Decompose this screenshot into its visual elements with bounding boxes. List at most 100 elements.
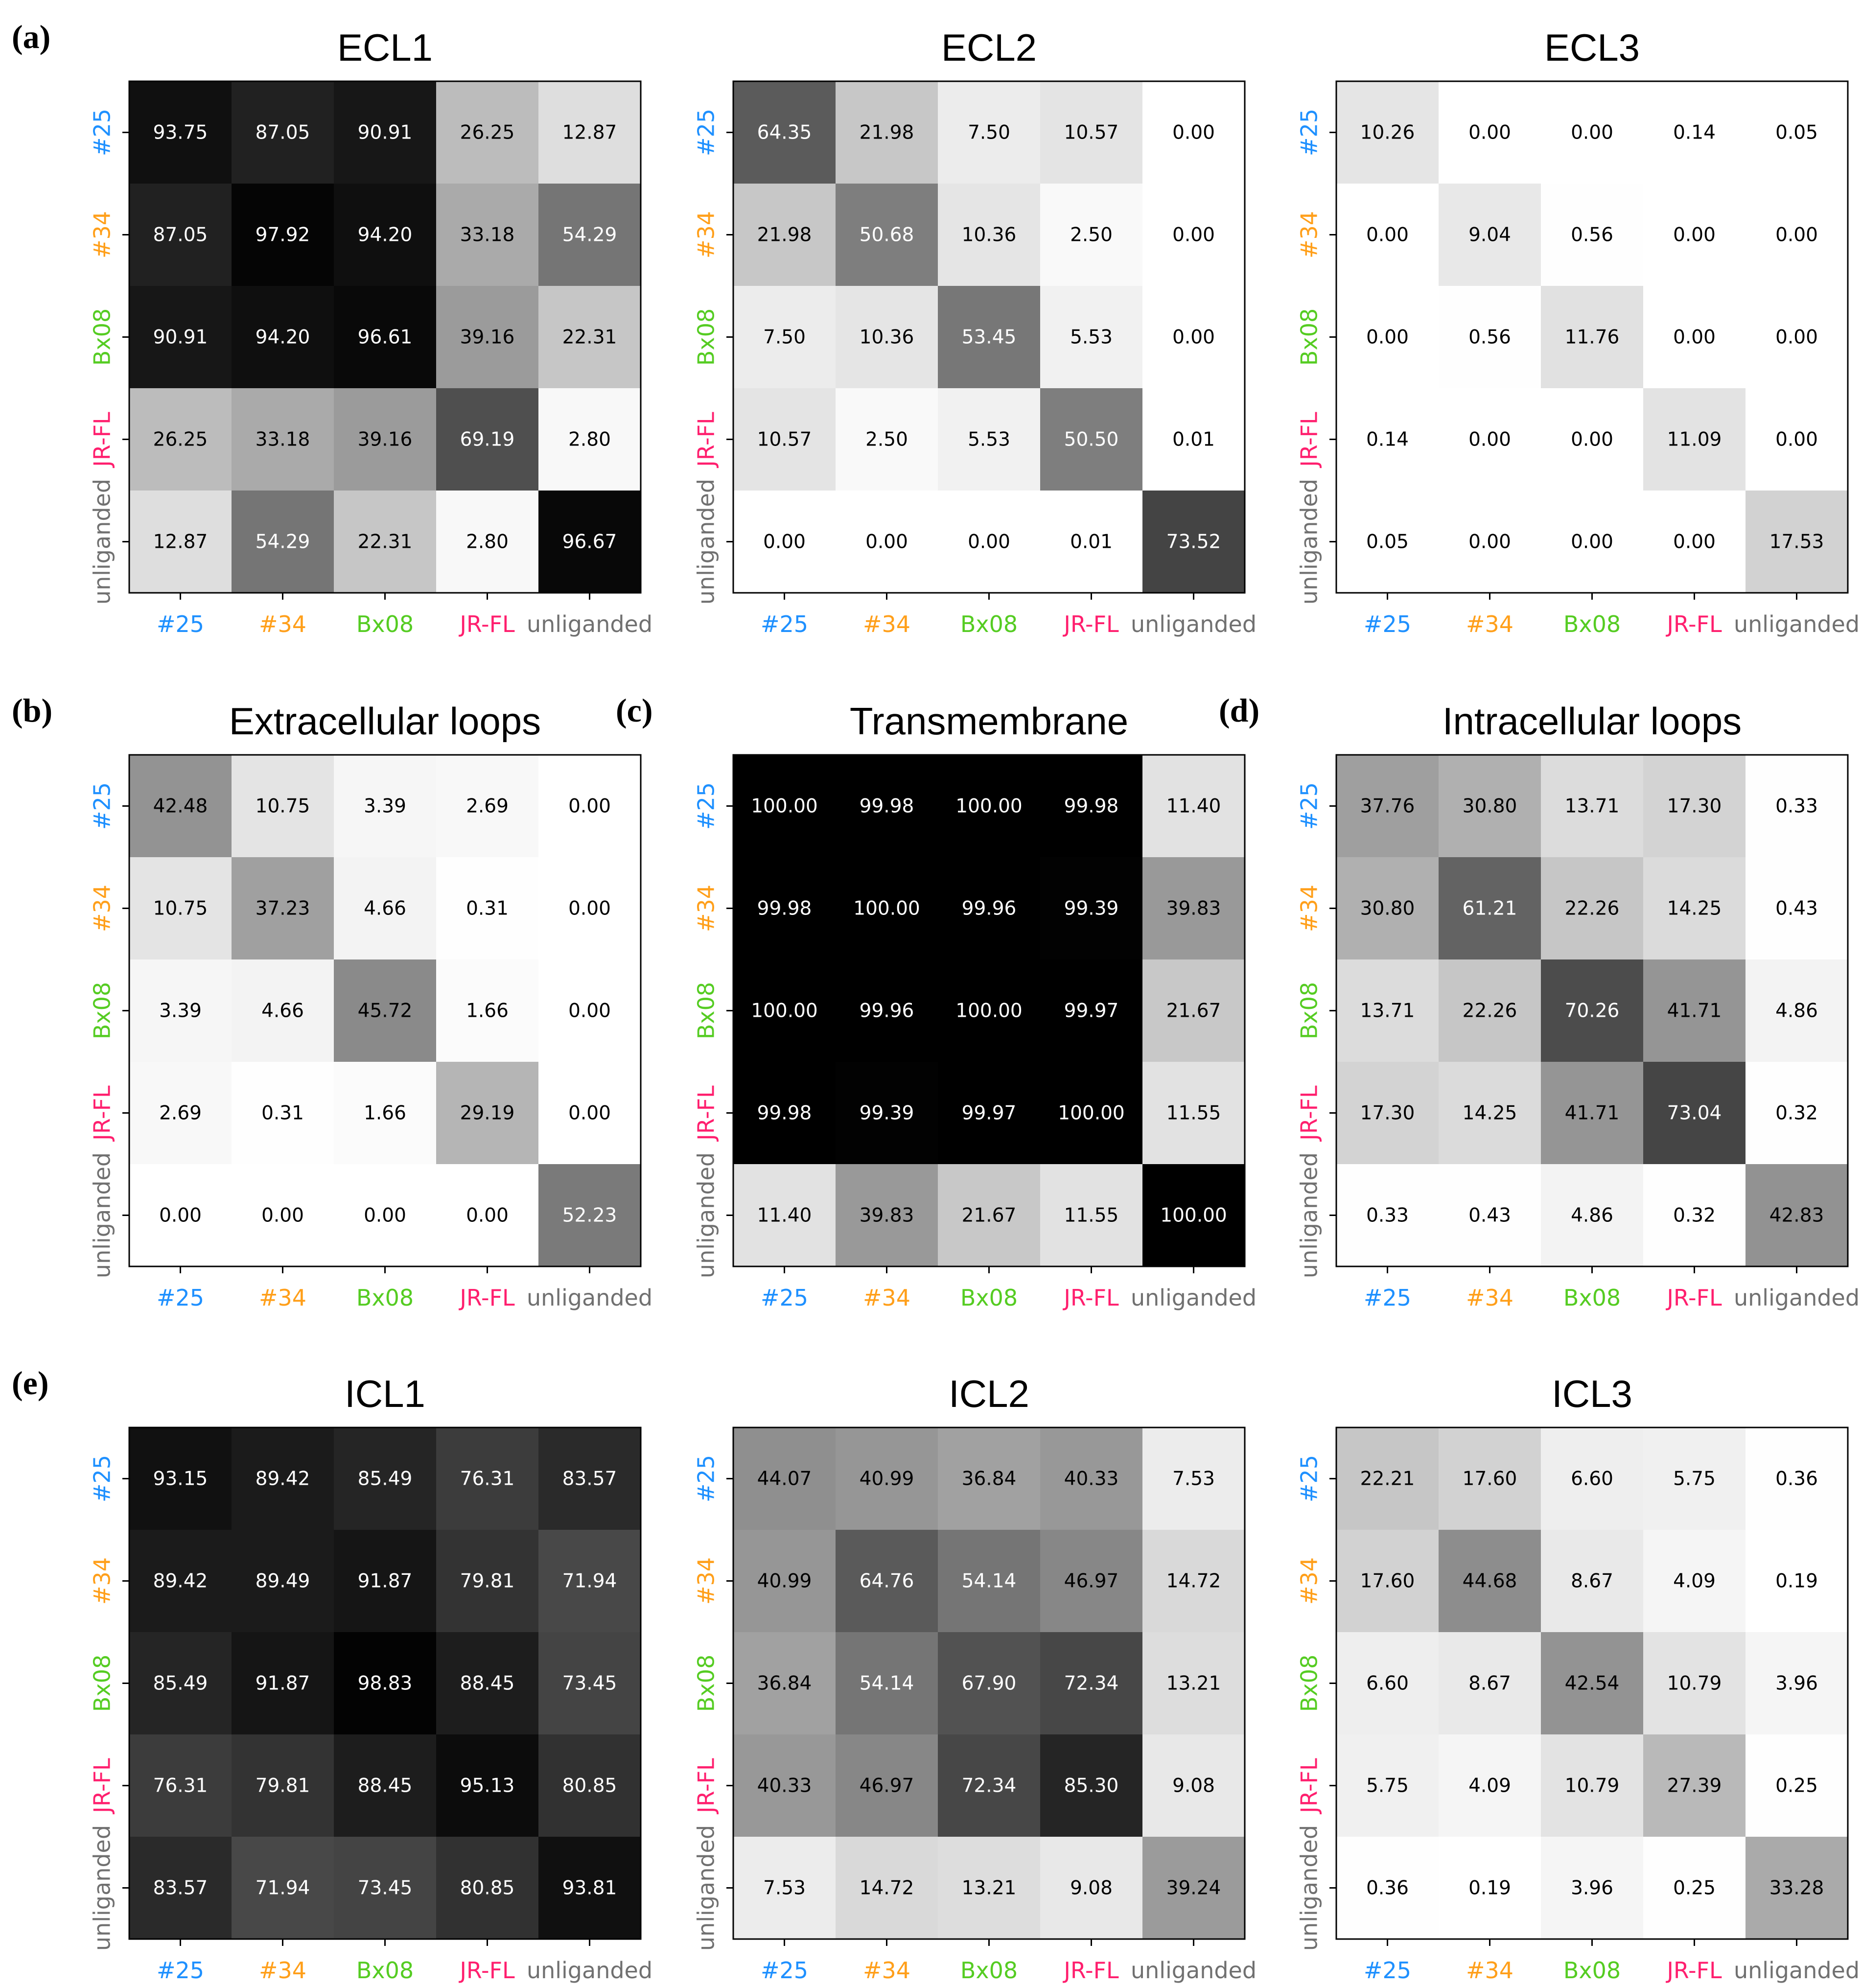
heatmap-cell <box>836 388 938 491</box>
heatmap-cell <box>538 286 641 388</box>
heatmap-cell <box>733 81 836 184</box>
cell-value-label: 0.00 <box>865 531 908 553</box>
cell-value-label: 46.97 <box>860 1775 914 1797</box>
cell-value-label: 39.16 <box>460 327 515 349</box>
heatmap-cell <box>129 1530 232 1632</box>
heatmap-cell <box>436 286 538 388</box>
x-tick-label: unliganded <box>1734 1285 1860 1311</box>
cell-value-label: 10.36 <box>962 224 1017 246</box>
heatmap-cell <box>938 857 1040 959</box>
heatmap-cell <box>232 1427 334 1530</box>
heatmap-cell <box>232 755 334 857</box>
x-tick-label: #34 <box>259 611 306 637</box>
heatmap-cell <box>1336 1530 1439 1632</box>
heatmap-cell <box>733 1164 836 1266</box>
cell-value-label: 7.50 <box>968 122 1010 144</box>
heatmap-cell <box>1142 1062 1245 1164</box>
heatmap-cell <box>334 755 436 857</box>
x-tick-label: #25 <box>157 1285 204 1311</box>
heatmap-cell <box>334 1530 436 1632</box>
cell-value-label: 0.00 <box>159 1205 202 1227</box>
heatmap-cell <box>938 755 1040 857</box>
y-tick-label: JR-FL <box>1296 412 1323 468</box>
cell-value-label: 27.39 <box>1667 1775 1722 1797</box>
heatmap-cell <box>1541 81 1643 184</box>
heatmap-cell <box>836 755 938 857</box>
y-tick-label: #34 <box>1296 211 1323 258</box>
x-tick-label: JR-FL <box>1665 611 1722 637</box>
cell-value-label: 0.31 <box>261 1102 304 1124</box>
heatmap-cell <box>733 1427 836 1530</box>
heatmap-cell <box>232 1632 334 1734</box>
cell-value-label: 21.98 <box>860 122 914 144</box>
x-tick-label: #34 <box>863 1957 910 1984</box>
heatmap-cell <box>232 1530 334 1632</box>
cell-value-label: 83.57 <box>562 1468 617 1490</box>
cell-value-label: 96.61 <box>358 327 413 349</box>
heatmap-cell <box>938 184 1040 286</box>
cell-value-label: 26.25 <box>153 429 208 451</box>
cell-value-label: 99.97 <box>1064 1000 1119 1022</box>
x-tick-label: Bx08 <box>356 611 414 637</box>
x-tick-label: #34 <box>259 1285 306 1311</box>
y-tick-label: #34 <box>693 885 720 932</box>
cell-value-label: 14.25 <box>1667 898 1722 920</box>
cell-value-label: 99.98 <box>1064 795 1119 818</box>
cell-value-label: 3.39 <box>364 795 406 818</box>
y-tick-label: JR-FL <box>1296 1085 1323 1142</box>
panel-title: Extracellular loops <box>229 700 541 743</box>
cell-value-label: 4.66 <box>364 898 406 920</box>
heatmap-cell <box>129 857 232 959</box>
cell-value-label: 76.31 <box>460 1468 515 1490</box>
cell-value-label: 0.33 <box>1366 1205 1409 1227</box>
heatmap-cell <box>836 491 938 593</box>
cell-value-label: 0.00 <box>568 898 611 920</box>
cell-value-label: 11.76 <box>1565 327 1620 349</box>
cell-value-label: 22.26 <box>1565 898 1620 920</box>
cell-value-label: 4.86 <box>1571 1205 1613 1227</box>
heatmap-cell <box>938 388 1040 491</box>
heatmap-cell <box>436 1837 538 1939</box>
cell-value-label: 53.45 <box>962 327 1017 349</box>
heatmap-cell <box>1746 1632 1848 1734</box>
cell-value-label: 4.66 <box>261 1000 304 1022</box>
cell-value-label: 4.09 <box>1673 1570 1716 1592</box>
cell-value-label: 70.26 <box>1565 1000 1620 1022</box>
heatmap-cell <box>129 1632 232 1734</box>
cell-value-label: 1.66 <box>466 1000 509 1022</box>
y-tick-label: unliganded <box>693 1825 720 1951</box>
cell-value-label: 5.53 <box>968 429 1010 451</box>
heatmap-cell <box>436 1530 538 1632</box>
heatmap-cell <box>938 959 1040 1062</box>
heatmap-cell <box>129 184 232 286</box>
heatmap-cell <box>938 1530 1040 1632</box>
heatmap-cell <box>1643 1164 1746 1266</box>
cell-value-label: 10.26 <box>1360 122 1415 144</box>
cell-value-label: 54.14 <box>962 1570 1017 1592</box>
cell-value-label: 33.18 <box>256 429 310 451</box>
heatmap-cell <box>733 1837 836 1939</box>
heatmap-cell <box>1142 1427 1245 1530</box>
heatmap-cell <box>538 491 641 593</box>
cell-value-label: 0.00 <box>1468 531 1511 553</box>
x-tick-label: #34 <box>1466 1285 1513 1311</box>
heatmap-cell <box>232 1164 334 1266</box>
heatmap-panel: ICL3 22.21 17.60 6.60 5.75 0.36 17.60 44.68 8.67… <box>1296 1372 1860 1984</box>
x-tick-label: #25 <box>1364 1285 1411 1311</box>
y-tick-label: Bx08 <box>693 1655 720 1712</box>
y-tick-label: #25 <box>1296 782 1323 830</box>
cell-value-label: 40.99 <box>757 1570 812 1592</box>
cell-value-label: 5.53 <box>1070 327 1113 349</box>
heatmap-cell <box>1541 184 1643 286</box>
x-tick-label: unliganded <box>1131 611 1257 637</box>
heatmap-cell <box>1142 491 1245 593</box>
cell-value-label: 10.75 <box>256 795 310 818</box>
cell-value-label: 0.00 <box>364 1205 406 1227</box>
cell-value-label: 22.31 <box>358 531 413 553</box>
cell-value-label: 5.75 <box>1673 1468 1716 1490</box>
cell-value-label: 2.50 <box>1070 224 1113 246</box>
heatmap-cell <box>334 1427 436 1530</box>
cell-value-label: 5.75 <box>1366 1775 1409 1797</box>
cell-value-label: 80.85 <box>460 1877 515 1899</box>
cell-value-label: 0.14 <box>1366 429 1409 451</box>
